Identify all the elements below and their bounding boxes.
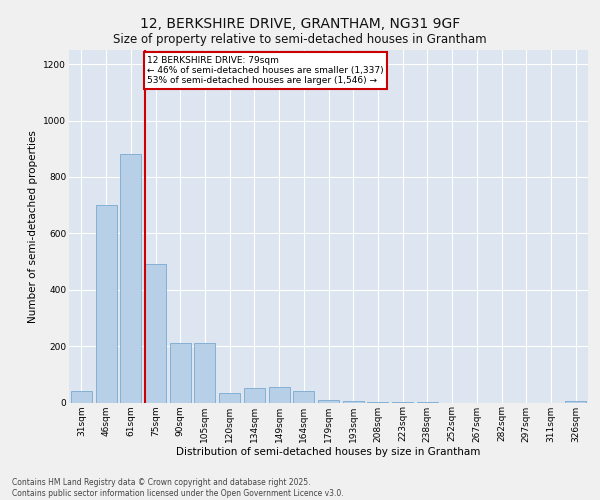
X-axis label: Distribution of semi-detached houses by size in Grantham: Distribution of semi-detached houses by … [176, 447, 481, 457]
Bar [318, 400, 339, 402]
Text: 12, BERKSHIRE DRIVE, GRANTHAM, NG31 9GF: 12, BERKSHIRE DRIVE, GRANTHAM, NG31 9GF [140, 18, 460, 32]
Bar [120, 154, 141, 402]
Bar [170, 344, 191, 402]
Bar [343, 401, 364, 402]
Bar [95, 205, 116, 402]
Bar [565, 401, 586, 402]
Bar [145, 264, 166, 402]
Bar [219, 392, 240, 402]
Y-axis label: Number of semi-detached properties: Number of semi-detached properties [28, 130, 38, 322]
Text: Contains HM Land Registry data © Crown copyright and database right 2025.
Contai: Contains HM Land Registry data © Crown c… [12, 478, 344, 498]
Text: Size of property relative to semi-detached houses in Grantham: Size of property relative to semi-detach… [113, 32, 487, 46]
Bar [244, 388, 265, 402]
Text: 12 BERKSHIRE DRIVE: 79sqm
← 46% of semi-detached houses are smaller (1,337)
53% : 12 BERKSHIRE DRIVE: 79sqm ← 46% of semi-… [147, 56, 383, 86]
Bar [293, 391, 314, 402]
Bar [71, 391, 92, 402]
Bar [269, 387, 290, 402]
Bar [194, 344, 215, 402]
